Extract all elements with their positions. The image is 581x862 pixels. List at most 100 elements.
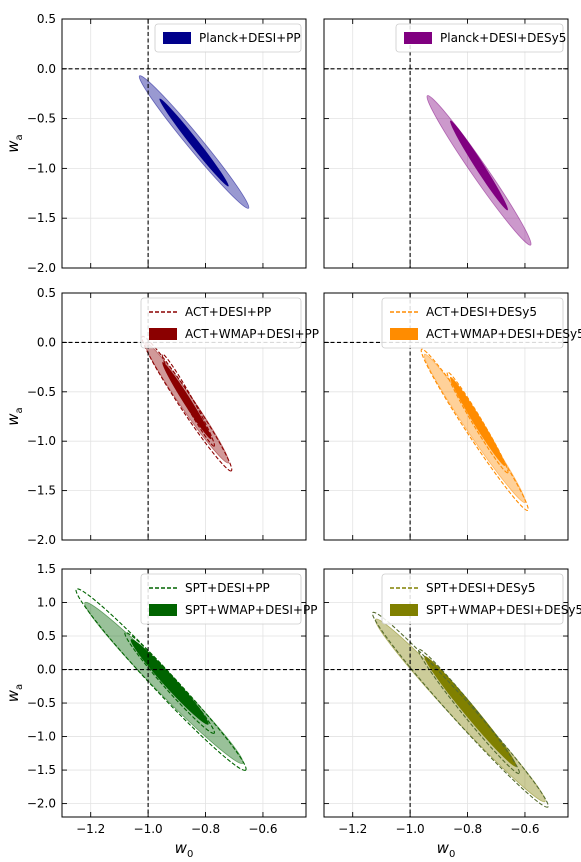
contours xyxy=(141,335,233,472)
legend: ACT+DESI+DESy5 ACT+WMAP+DESI+DESy5 xyxy=(381,297,581,349)
contours xyxy=(426,95,532,246)
axes-frame xyxy=(323,568,569,818)
ticks: 0.5 0.0 −0.5 −1.0 −1.5 −2.0 xyxy=(27,286,306,547)
y-tick-label: −2.0 xyxy=(27,261,56,275)
y-tick-label: −0.5 xyxy=(27,112,56,126)
y-tick-label: −1.0 xyxy=(27,730,56,744)
panel-3: 0.5 0.0 −0.5 −1.0 −1.5 −2.0 wa ACT+DESI+PP ACT+W… xyxy=(4,286,319,547)
contour-68-Planck+DESI+PP xyxy=(159,98,229,187)
panel-5: 1.5 1.0 0.5 0.0 −0.5 −1.0 −1.5 −2.0 −1.2 −1.0 −0.8… xyxy=(4,562,317,860)
contour-68-SPT+WMAP+DESI+DESy5 xyxy=(424,656,517,767)
contours xyxy=(371,611,549,808)
contours xyxy=(138,75,250,209)
contour-95-SPT+DESI+PP xyxy=(75,588,247,771)
panel-1: 0.5 0.0 −0.5 −1.0 −1.5 −2.0 wa Planck+DESI+PP xyxy=(4,12,307,275)
contour-68-SPT+WMAP+DESI+PP xyxy=(130,639,209,725)
grid xyxy=(324,18,568,269)
legend-label: ACT+DESI+PP xyxy=(185,305,271,319)
panel-2: Planck+DESI+DESy5 xyxy=(323,18,569,269)
legend-label: SPT+WMAP+DESI+DESy5 xyxy=(426,603,581,617)
x-tick-label: −0.6 xyxy=(248,822,277,836)
y-axis-label: wa xyxy=(4,684,25,702)
legend-swatch xyxy=(149,604,177,616)
legend: SPT+DESI+PP SPT+WMAP+DESI+PP xyxy=(140,573,317,625)
legend-swatch xyxy=(390,328,418,340)
legend: SPT+DESI+DESy5 SPT+WMAP+DESI+DESy5 xyxy=(381,573,581,625)
legend-box xyxy=(140,297,302,349)
contour-68-SPT+DESI+DESy5 xyxy=(417,648,521,775)
x-tick-label: −1.0 xyxy=(396,822,425,836)
y-tick-label: −0.5 xyxy=(27,696,56,710)
contour-68-SPT+DESI+PP xyxy=(124,631,215,734)
legend: Planck+DESI+DESy5 xyxy=(395,23,566,53)
x-axis-label: w0 xyxy=(437,839,456,860)
axes-frame xyxy=(323,292,569,541)
x-tick-label: −0.8 xyxy=(453,822,482,836)
legend: ACT+DESI+PP ACT+WMAP+DESI+PP xyxy=(140,297,319,349)
legend-label: ACT+DESI+DESy5 xyxy=(426,305,537,319)
axes-frame xyxy=(323,18,569,269)
ticks: 0.5 0.0 −0.5 −1.0 −1.5 −2.0 xyxy=(27,12,306,275)
contour-68-ACT+WMAP+DESI+PP xyxy=(162,362,212,440)
contour-68-Planck+DESI+DESy5 xyxy=(450,120,508,211)
axes-frame xyxy=(61,292,307,541)
y-axis-label: wa xyxy=(4,407,25,425)
ticks xyxy=(324,18,568,269)
x-tick-label: −1.2 xyxy=(338,822,367,836)
legend-box xyxy=(140,573,302,625)
y-tick-label: −1.0 xyxy=(27,161,56,175)
x-tick-label: −1.0 xyxy=(134,822,163,836)
y-tick-label: 0.0 xyxy=(37,335,56,349)
legend-label: Planck+DESI+DESy5 xyxy=(440,31,566,45)
y-tick-label: −1.5 xyxy=(27,484,56,498)
legend-swatch xyxy=(163,32,191,44)
y-tick-label: 0.0 xyxy=(37,62,56,76)
legend-box xyxy=(395,23,564,53)
contour-95-ACT+WMAP+DESI+DESy5 xyxy=(423,353,526,503)
y-tick-label: 1.0 xyxy=(37,596,56,610)
y-tick-label: −2.0 xyxy=(27,533,56,547)
legend-label: SPT+DESI+DESy5 xyxy=(426,581,535,595)
contour-95-ACT+DESI+DESy5 xyxy=(420,348,529,512)
contour-95-SPT+DESI+DESy5 xyxy=(371,611,549,808)
y-tick-label: 0.5 xyxy=(37,286,56,300)
grid xyxy=(62,18,306,269)
x-axis-label: w0 xyxy=(175,839,194,860)
x-tick-label: −0.8 xyxy=(191,822,220,836)
panel-6: −1.2 −1.0 −0.8 −0.6 w0 SPT+DESI+DESy5 SPT+WMAP… xyxy=(323,568,581,860)
y-tick-label: −1.5 xyxy=(27,763,56,777)
y-tick-label: −2.0 xyxy=(27,797,56,811)
y-tick-label: 0.0 xyxy=(37,663,56,677)
legend-label: SPT+DESI+PP xyxy=(185,581,270,595)
contour-68-ACT+DESI+PP xyxy=(161,353,215,447)
legend-swatch xyxy=(390,604,418,616)
legend-label: Planck+DESI+PP xyxy=(199,31,301,45)
contours xyxy=(75,588,247,771)
legend-box xyxy=(154,23,302,53)
axes-frame xyxy=(61,18,307,269)
y-tick-label: 1.5 xyxy=(37,562,56,576)
legend-label: SPT+WMAP+DESI+PP xyxy=(185,603,317,617)
y-tick-label: −1.5 xyxy=(27,211,56,225)
axes-frame xyxy=(61,568,307,818)
contours xyxy=(420,348,529,512)
x-tick-label: −0.6 xyxy=(510,822,539,836)
legend-label: ACT+WMAP+DESI+DESy5 xyxy=(426,327,581,341)
y-axis-label: wa xyxy=(4,134,25,152)
y-tick-label: 0.5 xyxy=(37,629,56,643)
x-tick-label: −1.2 xyxy=(76,822,105,836)
legend-label: ACT+WMAP+DESI+PP xyxy=(185,327,319,341)
legend: Planck+DESI+PP xyxy=(154,23,302,53)
legend-swatch xyxy=(149,328,177,340)
legend-box xyxy=(381,297,564,349)
ticks xyxy=(324,292,568,541)
y-tick-label: −1.0 xyxy=(27,434,56,448)
legend-box xyxy=(381,573,564,625)
y-tick-label: −0.5 xyxy=(27,385,56,399)
panel-4: ACT+DESI+DESy5 ACT+WMAP+DESI+DESy5 xyxy=(323,292,581,541)
contour-68-ACT+DESI+DESy5 xyxy=(446,371,509,474)
y-tick-label: 0.5 xyxy=(37,12,56,26)
ticks: −1.2 −1.0 −0.8 −0.6 xyxy=(324,568,568,836)
legend-swatch xyxy=(404,32,432,44)
